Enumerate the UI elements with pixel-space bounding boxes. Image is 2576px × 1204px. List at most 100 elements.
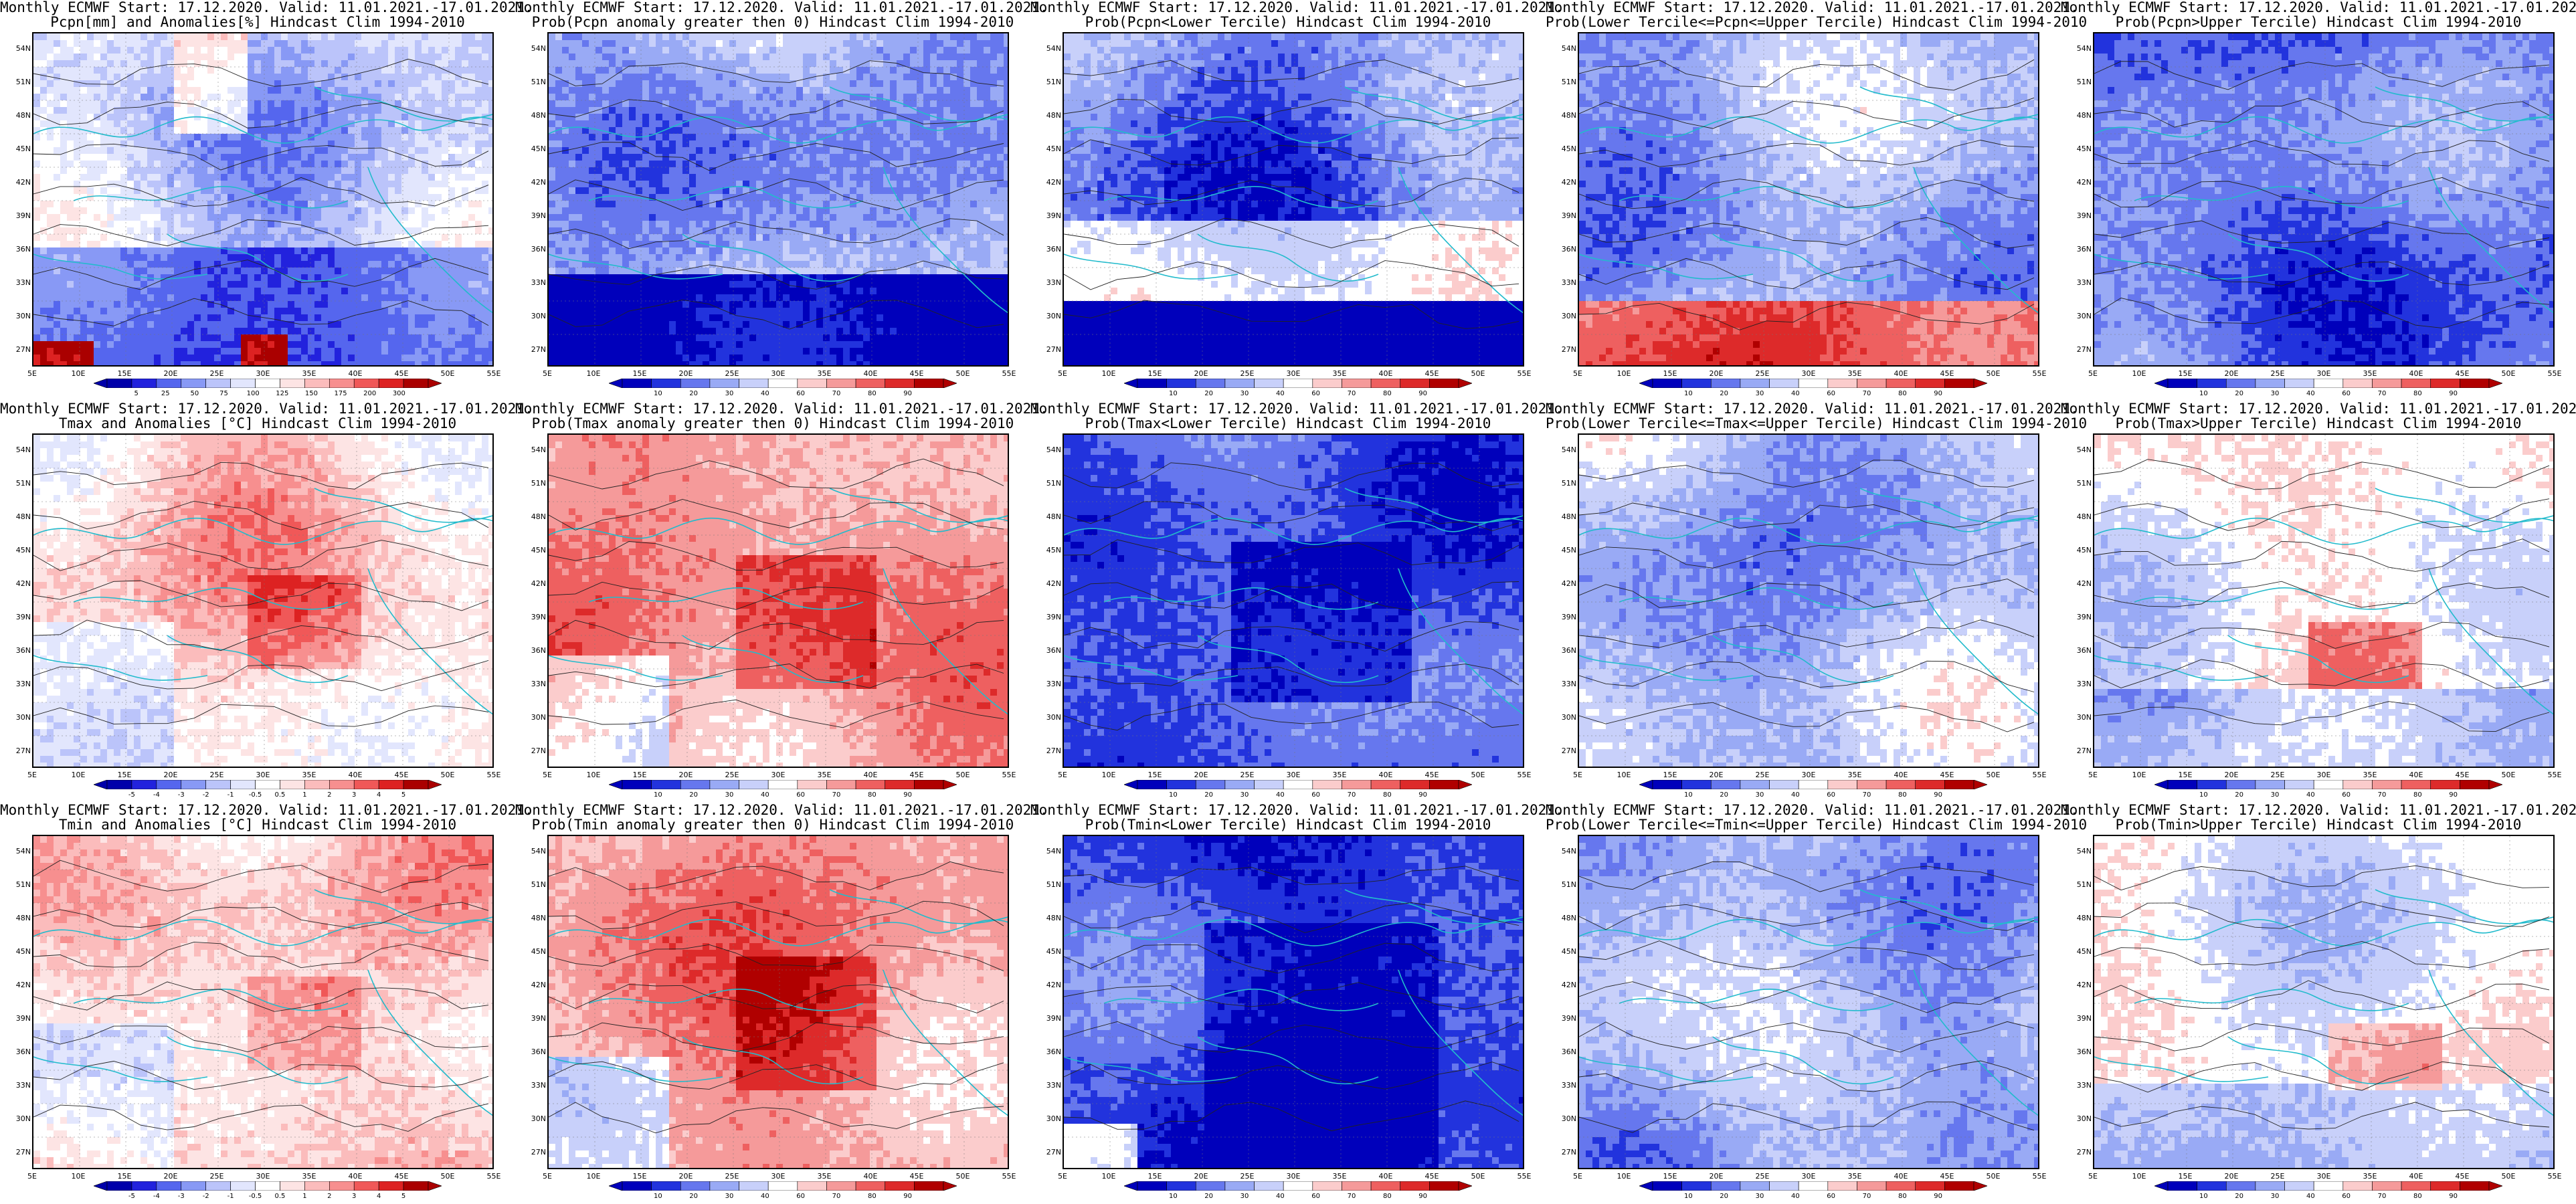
lon-tick-label: 45E bbox=[2449, 1172, 2476, 1181]
lat-tick-label: 27N bbox=[1040, 1148, 1061, 1157]
colorbar-label: 20 bbox=[1196, 390, 1222, 397]
lat-tick-label: 33N bbox=[1555, 680, 1576, 688]
panel-title-line1: Monthly ECMWF Start: 17.12.2020. Valid: … bbox=[0, 803, 533, 817]
lon-tick-label: 15E bbox=[626, 771, 653, 779]
colorbar-label: 40 bbox=[1267, 791, 1293, 799]
lat-tick-label: 39N bbox=[2070, 211, 2092, 220]
map-panel: Monthly ECMWF Start: 17.12.2020. Valid: … bbox=[2061, 0, 2576, 401]
lon-tick-label: 20E bbox=[672, 1172, 699, 1181]
colorbar bbox=[94, 780, 442, 789]
lon-tick-label: 25E bbox=[2264, 1172, 2291, 1181]
lon-tick-label: 30E bbox=[2310, 1172, 2337, 1181]
colorbar-label: 40 bbox=[1267, 390, 1293, 397]
colorbar-label: 30 bbox=[1746, 1193, 1773, 1200]
lat-tick-label: 39N bbox=[1040, 211, 1061, 220]
colorbar-label: 80 bbox=[2404, 1193, 2431, 1200]
colorbar-label: 10 bbox=[2190, 1193, 2217, 1200]
lat-tick-label: 54N bbox=[525, 847, 546, 856]
colorbar-label: 70 bbox=[1338, 1193, 1365, 1200]
map-field bbox=[549, 435, 1008, 767]
colorbar-label: -2 bbox=[193, 1193, 219, 1200]
colorbar-label: 3 bbox=[341, 791, 367, 799]
colorbar-label: 60 bbox=[2333, 1193, 2360, 1200]
colorbar-label: 80 bbox=[1374, 1193, 1400, 1200]
lon-tick-label: 5E bbox=[2080, 1172, 2106, 1181]
lon-tick-label: 35E bbox=[1326, 369, 1353, 378]
colorbar-label: 10 bbox=[1675, 1193, 1701, 1200]
lat-tick-label: 27N bbox=[2070, 1148, 2092, 1157]
lon-tick-label: 40E bbox=[1372, 369, 1399, 378]
lon-tick-label: 20E bbox=[1188, 771, 1214, 779]
map-area bbox=[547, 835, 1009, 1169]
lon-tick-label: 20E bbox=[157, 1172, 184, 1181]
lon-tick-label: 50E bbox=[434, 1172, 461, 1181]
panel-title-line2: Prob(Tmin>Upper Tercile) Hindcast Clim 1… bbox=[2061, 817, 2576, 832]
lon-tick-label: 35E bbox=[2357, 369, 2383, 378]
lon-tick-label: 5E bbox=[2080, 771, 2106, 779]
colorbar-label: 30 bbox=[1746, 390, 1773, 397]
colorbar-label: 40 bbox=[751, 390, 778, 397]
colorbar-label: 80 bbox=[1889, 390, 1916, 397]
colorbar-label: -4 bbox=[143, 1193, 170, 1200]
lat-tick-label: 51N bbox=[1040, 479, 1061, 488]
panel-title-line2: Pcpn[mm] and Anomalies[%] Hindcast Clim … bbox=[0, 15, 515, 29]
lon-tick-label: 20E bbox=[1703, 771, 1730, 779]
lon-tick-label: 15E bbox=[2172, 771, 2199, 779]
lon-tick-label: 15E bbox=[1141, 771, 1168, 779]
lon-tick-label: 45E bbox=[2449, 771, 2476, 779]
lat-tick-label: 39N bbox=[9, 613, 31, 621]
lat-tick-label: 30N bbox=[1555, 312, 1576, 320]
colorbar-label: 80 bbox=[2404, 791, 2431, 799]
lat-tick-label: 48N bbox=[525, 914, 546, 922]
lon-tick-label: 35E bbox=[1326, 1172, 1353, 1181]
lon-tick-label: 20E bbox=[2218, 1172, 2245, 1181]
lat-tick-label: 45N bbox=[525, 144, 546, 153]
map-area bbox=[1578, 835, 2039, 1169]
lat-tick-label: 51N bbox=[1555, 479, 1576, 488]
map-panel: Monthly ECMWF Start: 17.12.2020. Valid: … bbox=[1546, 0, 2087, 401]
colorbar-label: -5 bbox=[118, 1193, 145, 1200]
map-area bbox=[1578, 32, 2039, 367]
colorbar-label: 60 bbox=[788, 791, 814, 799]
colorbar-label: 70 bbox=[1338, 791, 1365, 799]
lat-tick-label: 54N bbox=[9, 44, 31, 53]
lon-tick-label: 55E bbox=[996, 369, 1022, 378]
lat-tick-label: 48N bbox=[1555, 914, 1576, 922]
lon-tick-label: 30E bbox=[1280, 369, 1307, 378]
lat-tick-label: 33N bbox=[9, 680, 31, 688]
colorbar-label: 30 bbox=[1231, 1193, 1258, 1200]
map-panel: Monthly ECMWF Start: 17.12.2020. Valid: … bbox=[0, 401, 533, 803]
colorbar-label: 60 bbox=[1818, 1193, 1845, 1200]
lat-tick-label: 39N bbox=[2070, 1014, 2092, 1023]
colorbar-label: 60 bbox=[1303, 390, 1329, 397]
map-field bbox=[1579, 435, 2038, 767]
lon-tick-label: 30E bbox=[2310, 771, 2337, 779]
map-panel: Monthly ECMWF Start: 17.12.2020. Valid: … bbox=[1030, 803, 1564, 1204]
colorbar-label: 40 bbox=[2297, 1193, 2324, 1200]
colorbar-label: 40 bbox=[751, 1193, 778, 1200]
colorbar-label: 90 bbox=[895, 791, 921, 799]
lon-tick-label: 25E bbox=[719, 771, 745, 779]
lon-tick-label: 25E bbox=[1234, 1172, 1261, 1181]
lat-tick-label: 51N bbox=[9, 78, 31, 86]
lat-tick-label: 27N bbox=[1040, 345, 1061, 354]
map-area bbox=[32, 835, 494, 1169]
lon-tick-label: 45E bbox=[388, 1172, 415, 1181]
panel-title-line2: Prob(Lower Tercile<=Pcpn<=Upper Tercile)… bbox=[1546, 15, 2087, 29]
colorbar-label: 80 bbox=[1889, 791, 1916, 799]
map-area bbox=[1578, 433, 2039, 768]
lat-tick-label: 45N bbox=[1040, 546, 1061, 555]
lon-tick-label: 55E bbox=[2026, 771, 2053, 779]
lon-tick-label: 35E bbox=[1841, 771, 1868, 779]
panel-title-line1: Monthly ECMWF Start: 17.12.2020. Valid: … bbox=[515, 401, 1048, 416]
lat-tick-label: 45N bbox=[1555, 144, 1576, 153]
lat-tick-label: 36N bbox=[2070, 1047, 2092, 1056]
lon-tick-label: 15E bbox=[111, 771, 138, 779]
lon-tick-label: 35E bbox=[296, 1172, 323, 1181]
lon-tick-label: 20E bbox=[672, 369, 699, 378]
panel-title-line1: Monthly ECMWF Start: 17.12.2020. Valid: … bbox=[0, 401, 533, 416]
colorbar bbox=[2154, 780, 2502, 789]
map-panel: Monthly ECMWF Start: 17.12.2020. Valid: … bbox=[1546, 803, 2087, 1204]
lat-tick-label: 54N bbox=[525, 445, 546, 454]
lat-tick-label: 42N bbox=[2070, 981, 2092, 989]
